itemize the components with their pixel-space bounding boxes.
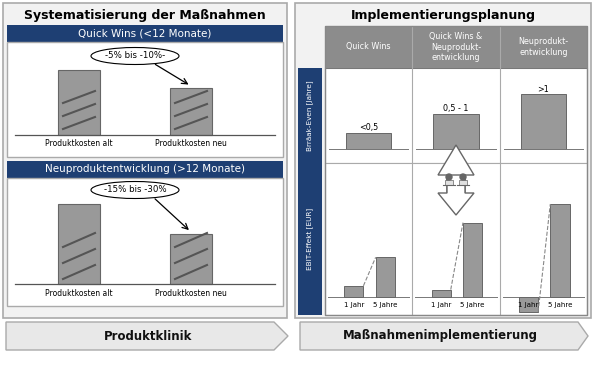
- Text: 5 Jahre: 5 Jahre: [548, 302, 572, 308]
- Bar: [7, 161, 283, 178]
- Text: Implementierungsplanung: Implementierungsplanung: [350, 9, 536, 21]
- Bar: [170, 234, 212, 284]
- Text: Produktklinik: Produktklinik: [104, 330, 192, 342]
- Polygon shape: [438, 145, 474, 193]
- Polygon shape: [438, 175, 474, 215]
- Bar: [412, 26, 500, 68]
- Bar: [58, 70, 100, 135]
- Circle shape: [460, 174, 466, 180]
- Bar: [346, 133, 391, 149]
- Text: Produktkosten alt: Produktkosten alt: [45, 288, 113, 297]
- Text: 0,5 - 1: 0,5 - 1: [443, 105, 469, 114]
- Bar: [325, 26, 412, 68]
- Text: >1: >1: [538, 85, 549, 94]
- Bar: [463, 223, 482, 297]
- Text: Neuprodukt-
entwicklung: Neuprodukt- entwicklung: [519, 37, 568, 57]
- Bar: [3, 3, 287, 318]
- Text: 1 Jahr: 1 Jahr: [344, 302, 364, 308]
- Bar: [500, 26, 587, 68]
- Bar: [433, 114, 479, 149]
- Text: 5 Jahre: 5 Jahre: [373, 302, 397, 308]
- Bar: [432, 290, 451, 297]
- Bar: [325, 163, 587, 315]
- Text: -5% bis -10%-: -5% bis -10%-: [105, 51, 165, 60]
- Text: Neuproduktentwicklung (>12 Monate): Neuproduktentwicklung (>12 Monate): [45, 165, 245, 174]
- Text: Quick Wins (<12 Monate): Quick Wins (<12 Monate): [78, 28, 211, 39]
- Text: Quick Wins &
Neuprodukt-
entwicklung: Quick Wins & Neuprodukt- entwicklung: [429, 32, 482, 62]
- Bar: [550, 204, 570, 297]
- Text: 1 Jahr: 1 Jahr: [431, 302, 451, 308]
- Bar: [295, 3, 591, 318]
- Bar: [519, 297, 538, 312]
- Polygon shape: [300, 322, 588, 350]
- Text: 5 Jahre: 5 Jahre: [460, 302, 485, 308]
- Ellipse shape: [91, 182, 179, 198]
- Bar: [325, 26, 587, 315]
- Text: Produktkosten neu: Produktkosten neu: [155, 140, 227, 148]
- Text: -15% bis -30%: -15% bis -30%: [104, 186, 166, 195]
- Text: Systematisierung der Maßnahmen: Systematisierung der Maßnahmen: [24, 9, 266, 21]
- Text: Maßnahmenimplementierung: Maßnahmenimplementierung: [343, 330, 538, 342]
- Bar: [445, 180, 453, 185]
- Bar: [520, 94, 566, 149]
- Bar: [7, 42, 283, 157]
- Bar: [170, 88, 212, 135]
- Bar: [298, 68, 322, 163]
- Text: Produktkosten alt: Produktkosten alt: [45, 140, 113, 148]
- Bar: [7, 25, 283, 42]
- Circle shape: [446, 174, 452, 180]
- Bar: [375, 257, 395, 297]
- Text: Quick Wins: Quick Wins: [346, 42, 391, 51]
- Text: 1 Jahr: 1 Jahr: [519, 302, 539, 308]
- Bar: [325, 68, 587, 163]
- Bar: [298, 163, 322, 315]
- Ellipse shape: [91, 48, 179, 64]
- Text: <0,5: <0,5: [359, 123, 378, 132]
- Bar: [459, 180, 467, 185]
- Text: EBIT-Effekt [EUR]: EBIT-Effekt [EUR]: [307, 208, 314, 270]
- Bar: [58, 204, 100, 284]
- Bar: [344, 286, 364, 297]
- Text: Produktkosten neu: Produktkosten neu: [155, 288, 227, 297]
- Polygon shape: [6, 322, 288, 350]
- Bar: [7, 178, 283, 306]
- Text: Brräak-Even [Jahre]: Brräak-Even [Jahre]: [307, 80, 314, 151]
